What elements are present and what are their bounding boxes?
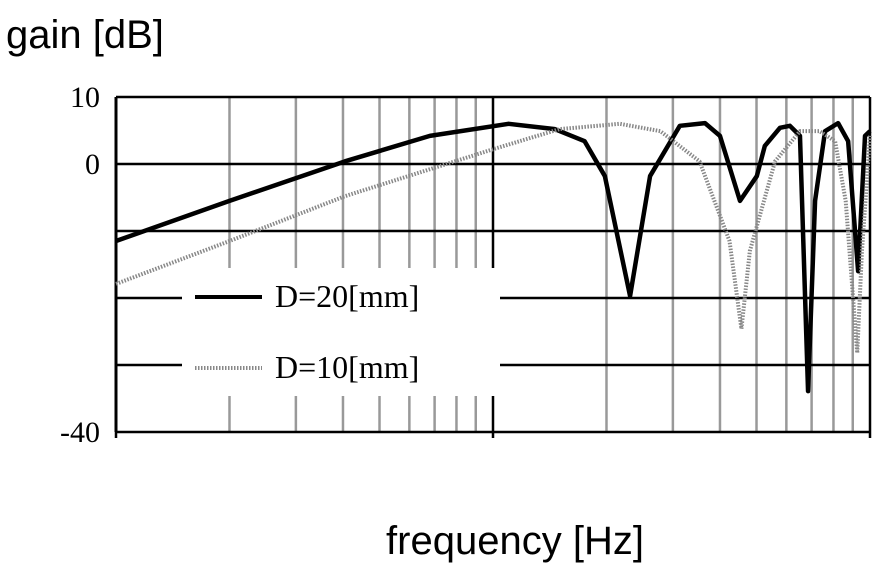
y-axis-title: gain [dB] xyxy=(6,13,164,57)
legend-label: D=20[mm] xyxy=(275,278,419,314)
y-tick-label: 10 xyxy=(70,81,100,114)
x-axis-title: frequency [Hz] xyxy=(386,519,644,563)
y-tick-label: -40 xyxy=(60,416,100,449)
legend-box xyxy=(182,268,500,396)
legend-label: D=10[mm] xyxy=(275,349,419,385)
y-tick-label: 0 xyxy=(85,148,100,181)
series-line xyxy=(115,121,872,355)
series-line xyxy=(115,120,872,394)
